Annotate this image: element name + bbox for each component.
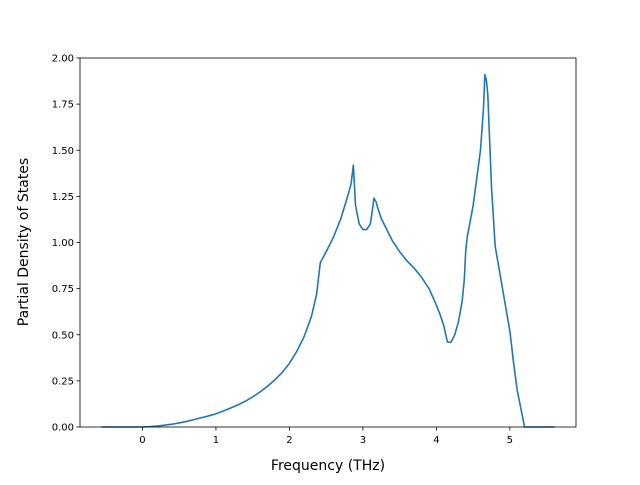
series-line [101,73,555,428]
y-tick-label: 2.00 [52,54,74,65]
y-tick-label: 0.25 [52,376,74,387]
y-axis-ticks: 0.00 0.25 0.50 0.75 1.00 1.25 1.50 1.75 2.00 [52,54,80,434]
y-axis-label: Partial Density of States [16,158,32,326]
plot-area [80,58,576,427]
x-axis-ticks: 0 1 2 3 4 5 [139,427,513,446]
series-layer [101,73,555,428]
y-tick-label: 1.75 [52,100,74,111]
plot-frame [79,57,577,428]
x-tick-label: 0 [139,435,145,446]
x-tick-label: 2 [286,435,292,446]
y-tick-label: 1.50 [52,146,74,157]
y-tick-label: 0.50 [52,330,74,341]
x-tick-label: 3 [360,435,366,446]
x-axis-label: Frequency (THz) [271,458,385,474]
y-tick-label: 1.25 [52,192,74,203]
x-tick-label: 1 [213,435,219,446]
x-tick-label: 5 [507,435,513,446]
x-tick-label: 4 [433,435,439,446]
y-tick-label: 1.00 [52,238,74,249]
y-tick-label: 0.75 [52,284,74,295]
y-tick-label: 0.00 [52,423,74,434]
